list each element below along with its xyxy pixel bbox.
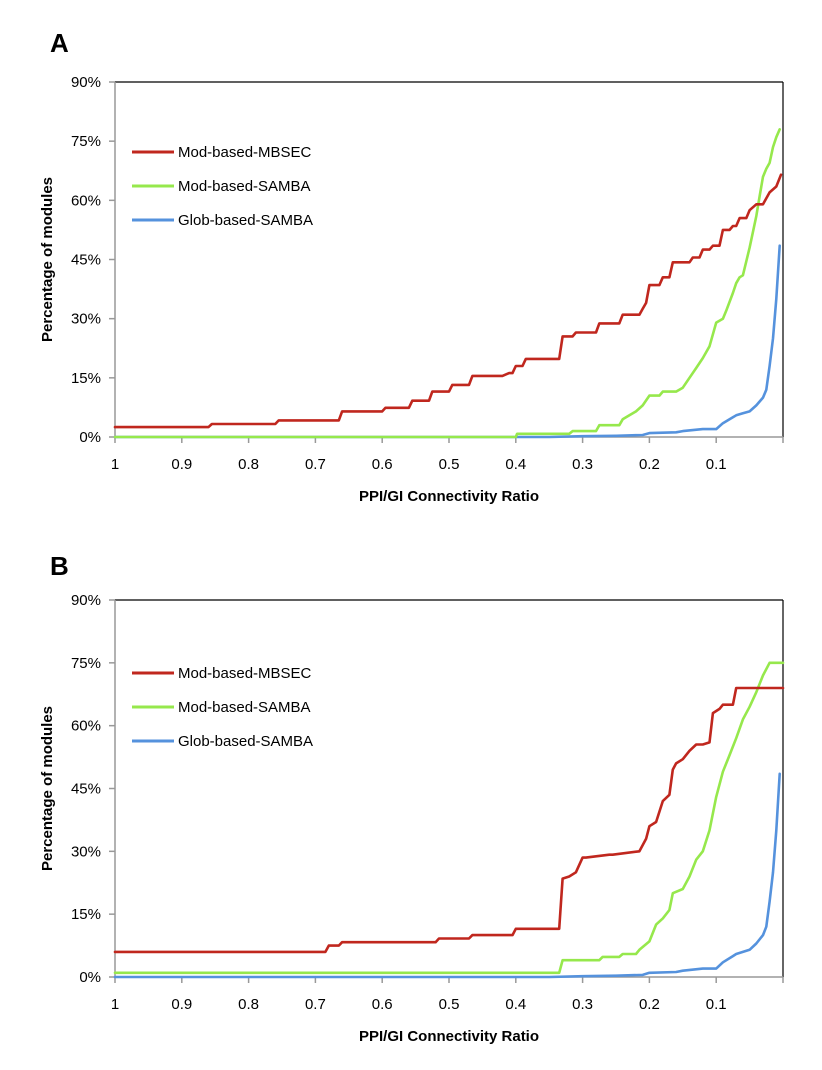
series-line-glob-based-samba	[113, 772, 782, 979]
x-tick-label: 0.5	[439, 996, 460, 1013]
y-tick-label: 45%	[71, 781, 101, 798]
y-tick-label: 90%	[71, 592, 101, 609]
y-axis-title: Percentage of modules	[39, 177, 56, 342]
x-tick-label: 0.4	[505, 996, 526, 1013]
series-line-glob-based-samba	[113, 244, 782, 439]
y-tick-label: 90%	[71, 74, 101, 91]
x-tick-label: 0.7	[305, 996, 326, 1013]
y-tick-label: 60%	[71, 718, 101, 735]
x-tick-label: 1	[111, 456, 119, 473]
legend-label: Mod-based-MBSEC	[178, 144, 312, 161]
x-tick-label: 0.3	[572, 456, 593, 473]
x-tick-label: 0.2	[639, 456, 660, 473]
x-tick-label: 0.2	[639, 996, 660, 1013]
x-tick-label: 0.5	[439, 456, 460, 473]
panel-label-a: A	[50, 28, 69, 58]
y-tick-label: 60%	[71, 192, 101, 209]
series-line-mod-based-mbsec	[113, 173, 783, 429]
legend-label: Glob-based-SAMBA	[178, 212, 313, 229]
y-tick-label: 75%	[71, 133, 101, 150]
x-tick-label: 0.7	[305, 456, 326, 473]
legend-label: Mod-based-MBSEC	[178, 665, 312, 682]
series-line-mod-based-samba	[113, 128, 782, 439]
y-tick-label: 15%	[71, 906, 101, 923]
y-tick-label: 75%	[71, 655, 101, 672]
x-axis-title: PPI/GI Connectivity Ratio	[359, 1028, 539, 1045]
y-tick-label: 15%	[71, 370, 101, 387]
x-tick-label: 0.1	[706, 456, 727, 473]
series-line-mod-based-mbsec	[113, 686, 785, 954]
y-tick-label: 30%	[71, 843, 101, 860]
chart-b: 0% 15% 30% 45% 60% 75% 90% 1 0.9 0.8 0.7 0.6 0.5 0.4 0…	[39, 592, 785, 1045]
x-tick-label: 0.4	[505, 456, 526, 473]
x-tick-label: 0.6	[372, 996, 393, 1013]
x-tick-label: 0.8	[238, 996, 259, 1013]
series-line-mod-based-samba	[113, 661, 785, 975]
legend-label: Mod-based-SAMBA	[178, 178, 311, 195]
y-tick-label: 0%	[79, 969, 101, 986]
x-tick-label: 0.9	[171, 996, 192, 1013]
y-axis-title: Percentage of modules	[39, 706, 56, 871]
x-axis-title: PPI/GI Connectivity Ratio	[359, 488, 539, 505]
y-tick-label: 45%	[71, 252, 101, 269]
y-tick-label: 30%	[71, 311, 101, 328]
x-tick-label: 0.6	[372, 456, 393, 473]
x-tick-label: 0.9	[171, 456, 192, 473]
legend-label: Glob-based-SAMBA	[178, 733, 313, 750]
x-tick-label: 0.1	[706, 996, 727, 1013]
panel-label-b: B	[50, 551, 69, 581]
chart-a: 0% 15% 30% 45% 60% 75% 90% 1 0.9 0.8 0.7 0.6 0.5 0.4 0…	[39, 74, 784, 505]
x-tick-label: 0.3	[572, 996, 593, 1013]
x-tick-label: 0.8	[238, 456, 259, 473]
y-tick-label: 0%	[79, 429, 101, 446]
x-tick-label: 1	[111, 996, 119, 1013]
legend-label: Mod-based-SAMBA	[178, 699, 311, 716]
